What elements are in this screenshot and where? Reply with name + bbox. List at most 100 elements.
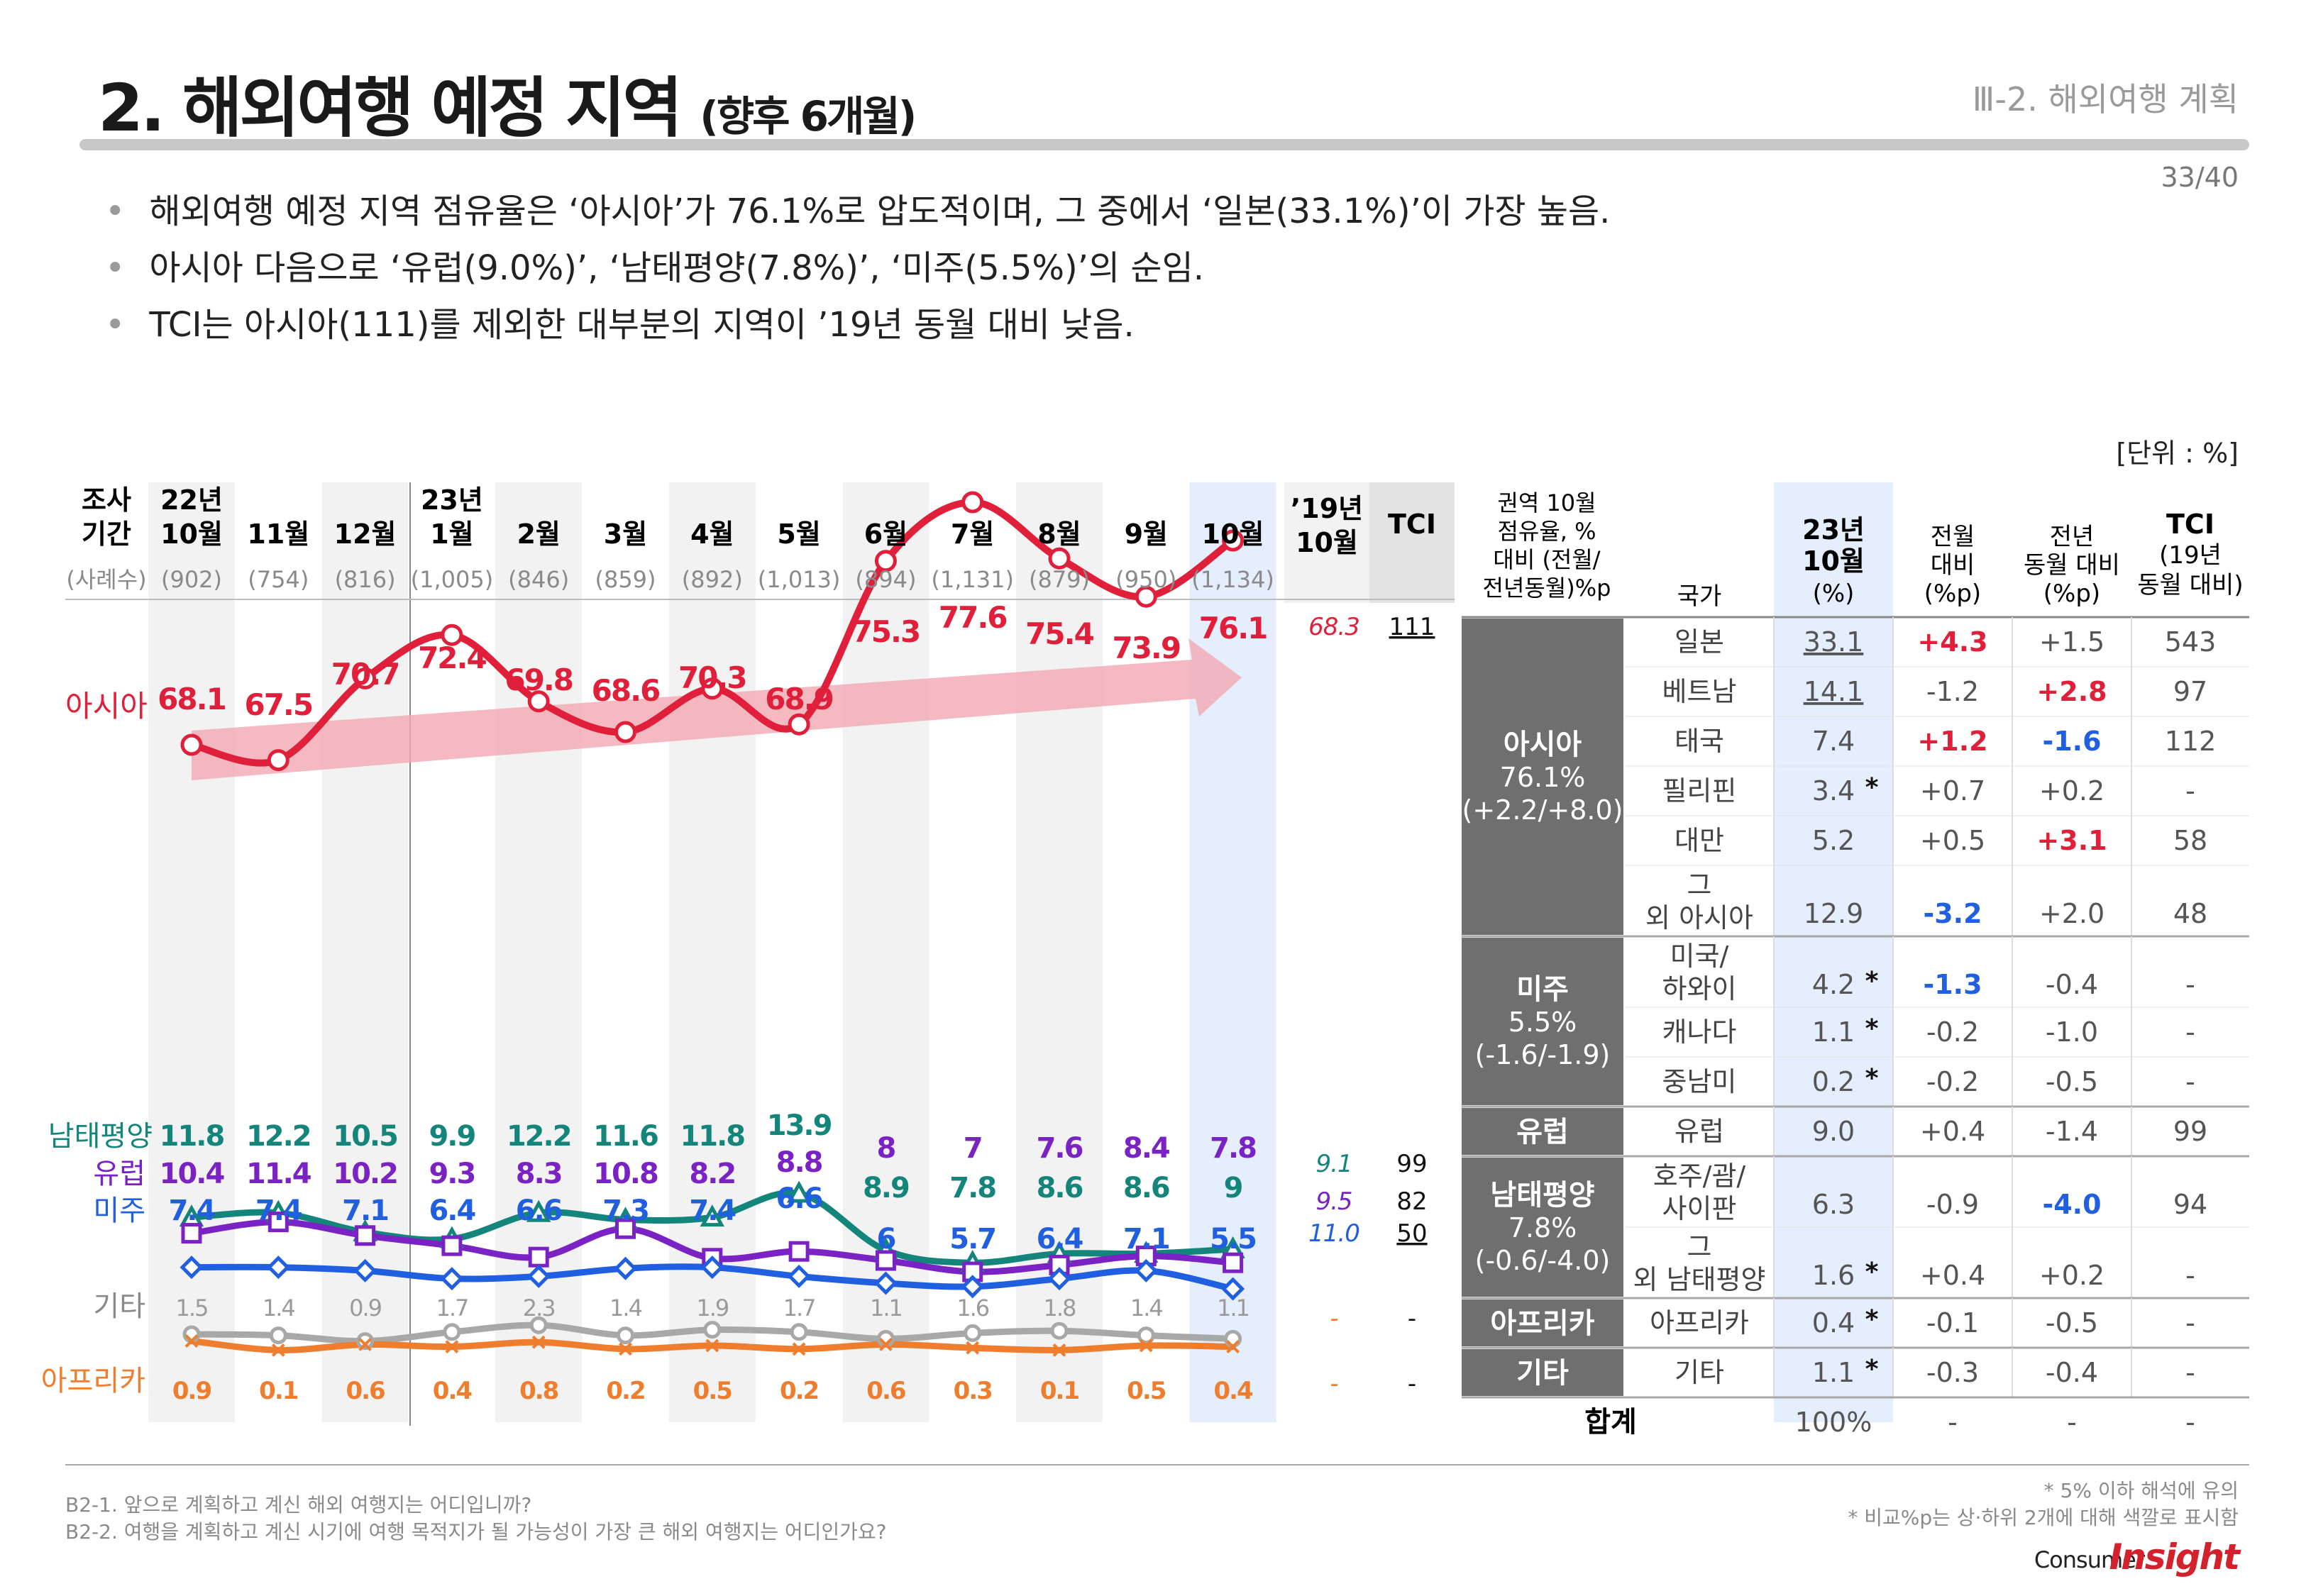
label-africa-9: 0.3 bbox=[954, 1377, 992, 1405]
x-header-1: 조사 bbox=[82, 484, 131, 516]
label-africa-2: 0.6 bbox=[346, 1377, 385, 1405]
td-star-1-2: * bbox=[1865, 1064, 1879, 1093]
td-tci-0-2: 112 bbox=[2165, 726, 2217, 757]
total-yoy: - bbox=[2067, 1407, 2077, 1438]
th-pct-2: (%) bbox=[1813, 580, 1855, 608]
bullet-2: • 아시아 다음으로 ‘유럽(9.0%)’, ‘남태평양(7.8%)’, ‘미주(… bbox=[105, 248, 1204, 288]
td-yoy-0-4: +3.1 bbox=[2036, 825, 2107, 856]
x-tick-0: 10월 bbox=[160, 519, 223, 550]
label-s2-10: 7.6 bbox=[1037, 1132, 1083, 1165]
td-yoy-1-2: -0.5 bbox=[2046, 1066, 2098, 1097]
td-tci-5-0: - bbox=[2185, 1357, 2195, 1388]
label-s3-4: 6.6 bbox=[516, 1195, 562, 1227]
footnote-note1: * 5% 이하 해석에 유의 bbox=[2043, 1479, 2239, 1502]
ref2019-1: 9.1 bbox=[1315, 1150, 1352, 1178]
label-other-1: 1.4 bbox=[263, 1295, 295, 1321]
label-other-6: 1.9 bbox=[696, 1295, 729, 1321]
trend-arrow bbox=[192, 638, 1242, 780]
marker-s4-9 bbox=[964, 1324, 982, 1342]
td-country-1-2: 중남미 bbox=[1662, 1066, 1737, 1097]
label-s2-7: 8.8 bbox=[776, 1146, 822, 1179]
label-asia-6: 70.3 bbox=[678, 660, 746, 695]
td-country-4-0: 아프리카 bbox=[1650, 1307, 1749, 1339]
marker-s4-5 bbox=[617, 1326, 634, 1345]
td-mom-5-0: -0.3 bbox=[1926, 1357, 1979, 1388]
td-yoy-0-2: -1.6 bbox=[2042, 726, 2101, 757]
n-tick-0: (902) bbox=[161, 566, 222, 593]
td-mom-0-1: -1.2 bbox=[1926, 676, 1979, 707]
marker-s3-7 bbox=[787, 1264, 811, 1288]
marker-s4-7 bbox=[790, 1323, 808, 1341]
marker-s5-10 bbox=[1052, 1343, 1066, 1357]
label-s1-12: 9 bbox=[1224, 1172, 1242, 1204]
region-bg-5 bbox=[1462, 1349, 1623, 1396]
label-s1-2: 10.5 bbox=[333, 1120, 397, 1153]
label-other-12: 1.1 bbox=[1217, 1295, 1249, 1321]
label-africa-4: 0.8 bbox=[519, 1377, 558, 1405]
unit-label: [단위 : %] bbox=[2116, 438, 2239, 469]
td-country-1-0-a: 미국/ bbox=[1670, 941, 1729, 972]
marker-s3-4 bbox=[526, 1264, 551, 1288]
label-other-7: 1.7 bbox=[783, 1295, 815, 1321]
ref2019-3: 11.0 bbox=[1308, 1219, 1359, 1248]
td-country-2-0: 유럽 bbox=[1675, 1116, 1724, 1147]
marker-s3-12 bbox=[1221, 1277, 1245, 1301]
td-country-5-0: 기타 bbox=[1675, 1357, 1724, 1388]
label-s3-2: 7.1 bbox=[342, 1195, 388, 1227]
n-tick-1: (754) bbox=[248, 566, 309, 593]
marker-s4-4 bbox=[529, 1316, 548, 1334]
n-tick-10: (879) bbox=[1029, 566, 1090, 593]
marker-s0-11 bbox=[1135, 585, 1157, 608]
label-s2-6: 8.2 bbox=[689, 1158, 735, 1190]
marker-s0-0 bbox=[180, 733, 203, 756]
td-country-0-2: 태국 bbox=[1675, 726, 1724, 757]
label-s3-0: 7.4 bbox=[169, 1195, 215, 1227]
marker-s0-8 bbox=[874, 550, 897, 572]
region-label-3-2: (-0.6/-4.0) bbox=[1475, 1245, 1611, 1276]
th-yoy-1: 동월 대비 bbox=[2024, 551, 2120, 580]
td-mom-3-1: +0.4 bbox=[1920, 1260, 1985, 1291]
label-s1-1: 12.2 bbox=[246, 1120, 311, 1153]
marker-s5-8 bbox=[878, 1337, 893, 1351]
marker-s5-4 bbox=[531, 1335, 546, 1349]
series-name-africa: 아프리카 bbox=[41, 1365, 145, 1397]
region-bg-1 bbox=[1462, 938, 1623, 1105]
x-tick-3: 1월 bbox=[430, 519, 473, 550]
td-yoy-3-0: -4.0 bbox=[2042, 1189, 2101, 1220]
marker-s3-11 bbox=[1134, 1258, 1158, 1282]
marker-s3-9 bbox=[961, 1275, 985, 1299]
label-other-11: 1.4 bbox=[1130, 1295, 1163, 1321]
ref-header-2: 10월 bbox=[1296, 527, 1358, 558]
label-s2-9: 7 bbox=[964, 1132, 982, 1165]
series-markers bbox=[179, 491, 1245, 1357]
region-bg-3 bbox=[1462, 1158, 1623, 1297]
label-s2-11: 8.4 bbox=[1123, 1132, 1169, 1165]
th-mom-0: 전월 bbox=[1931, 523, 1975, 551]
label-africa-8: 0.6 bbox=[866, 1377, 905, 1405]
th-country: 국가 bbox=[1677, 582, 1722, 611]
chart-labels: 조사기간(사례수)22년10월(902)11월(754)12월(816)23년1… bbox=[41, 484, 1436, 1405]
marker-s3-8 bbox=[873, 1271, 898, 1295]
td-country-3-0-a: 호주/괌/ bbox=[1653, 1160, 1746, 1192]
label-other-5: 1.4 bbox=[609, 1295, 642, 1321]
marker-s0-9 bbox=[961, 491, 984, 514]
region-bg-2 bbox=[1462, 1108, 1623, 1155]
marker-s3-6 bbox=[700, 1256, 724, 1280]
bullet-1: • 해외여행 예정 지역 점유율은 ‘아시아’가 76.1%로 압도적이며, 그 … bbox=[105, 192, 1611, 231]
label-other-0: 1.5 bbox=[176, 1295, 208, 1321]
tci-3: 50 bbox=[1396, 1219, 1427, 1248]
marker-s2-1 bbox=[267, 1212, 289, 1233]
label-other-4: 2.3 bbox=[523, 1295, 555, 1321]
marker-s3-1 bbox=[266, 1256, 290, 1280]
td-pct-0-5: 12.9 bbox=[1804, 898, 1864, 929]
label-s1-0: 11.8 bbox=[160, 1120, 224, 1153]
marker-s2-2 bbox=[355, 1225, 376, 1246]
label-asia-8: 75.3 bbox=[852, 614, 920, 649]
label-other-10: 1.8 bbox=[1044, 1295, 1076, 1321]
label-s3-8: 6 bbox=[876, 1223, 895, 1256]
marker-s5-3 bbox=[445, 1340, 459, 1354]
region-label-0-0: 아시아 bbox=[1504, 728, 1582, 761]
n-tick-6: (892) bbox=[682, 566, 743, 593]
marker-s2-0 bbox=[181, 1223, 202, 1244]
region-label-0-1: 76.1% bbox=[1500, 762, 1586, 793]
